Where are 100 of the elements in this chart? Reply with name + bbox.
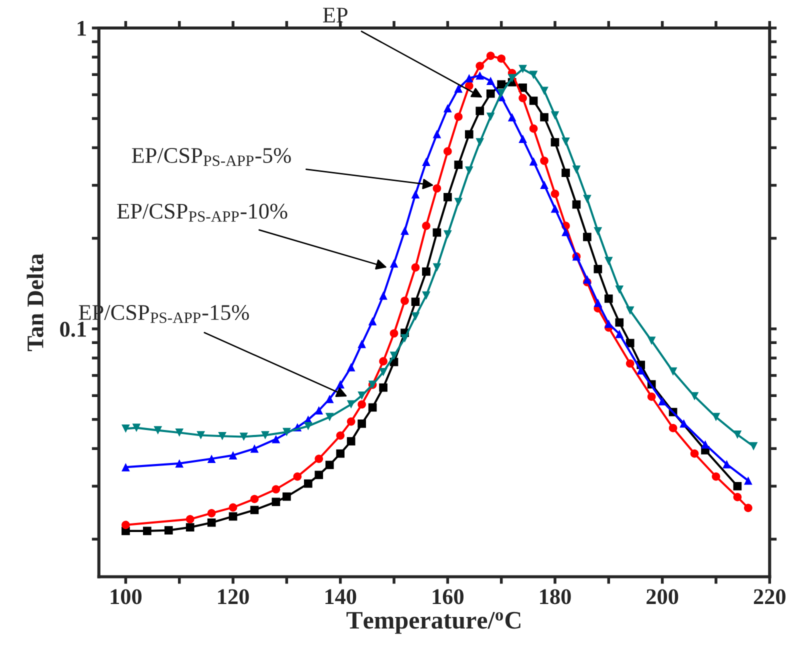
point [464, 166, 474, 175]
point [400, 226, 409, 235]
point [529, 157, 538, 166]
point [486, 52, 495, 60]
x-tick-label: 140 [325, 589, 356, 604]
point [529, 96, 538, 105]
point [626, 359, 634, 368]
point [228, 451, 238, 460]
point [690, 392, 699, 400]
point [476, 138, 484, 146]
point [444, 192, 452, 202]
point [744, 504, 752, 512]
point [647, 392, 656, 401]
point [272, 485, 280, 494]
point [454, 84, 463, 93]
point [701, 440, 710, 449]
point [422, 267, 430, 276]
point [550, 190, 560, 198]
point [282, 428, 291, 436]
point [207, 509, 216, 518]
point [422, 291, 430, 300]
point [304, 422, 312, 430]
point [325, 412, 334, 422]
point [486, 89, 495, 98]
point [218, 432, 226, 440]
point [486, 76, 495, 86]
point [432, 228, 442, 237]
point [175, 459, 184, 468]
point [733, 492, 742, 502]
point [444, 104, 452, 112]
point [358, 391, 366, 400]
point [368, 403, 377, 412]
point [562, 137, 570, 146]
point [680, 419, 688, 428]
point [250, 444, 259, 453]
point [314, 406, 324, 415]
point [744, 476, 752, 485]
point [250, 506, 259, 514]
point [261, 431, 270, 440]
x-tick-label: 160 [432, 589, 464, 604]
point [626, 338, 634, 348]
point [712, 472, 720, 481]
point [379, 357, 388, 366]
point [336, 431, 345, 440]
point [508, 113, 516, 122]
point [346, 400, 356, 409]
point [186, 515, 194, 524]
point [562, 168, 570, 178]
point [497, 89, 506, 98]
point [411, 190, 420, 198]
point [454, 160, 463, 169]
point [690, 449, 699, 458]
point [432, 184, 442, 193]
point [583, 275, 592, 284]
point [379, 291, 388, 300]
point [540, 113, 548, 122]
point [572, 200, 581, 209]
point [411, 263, 420, 272]
point [518, 94, 527, 102]
point [314, 454, 324, 463]
annotation: EP [323, 8, 348, 22]
point [379, 383, 388, 392]
point [497, 80, 506, 89]
point [411, 298, 420, 306]
point [636, 366, 646, 375]
point [325, 394, 334, 404]
point [476, 62, 484, 70]
point [583, 232, 592, 242]
point [250, 494, 259, 504]
point [346, 362, 356, 372]
point [358, 420, 366, 428]
point [432, 263, 442, 272]
point [122, 520, 130, 530]
x-tick-label: 120 [218, 589, 249, 604]
point [615, 318, 624, 327]
point [143, 526, 152, 536]
y-tick-label: 0.1 [60, 322, 86, 337]
point [550, 138, 560, 146]
point [175, 428, 184, 437]
point [476, 106, 484, 116]
point [615, 285, 624, 294]
point [508, 74, 516, 82]
point [228, 503, 238, 512]
point [668, 367, 678, 376]
point [358, 340, 366, 348]
point [540, 156, 548, 165]
point [712, 412, 720, 422]
y-axis-title: Tan Delta [26, 254, 44, 352]
point [486, 112, 495, 121]
point [658, 397, 666, 406]
point [604, 294, 613, 303]
point [594, 298, 602, 308]
point [464, 130, 474, 139]
point [518, 64, 527, 74]
point [733, 482, 742, 490]
point [196, 431, 205, 440]
point [336, 449, 345, 458]
point [411, 312, 420, 321]
point [164, 526, 173, 534]
point [207, 454, 216, 463]
